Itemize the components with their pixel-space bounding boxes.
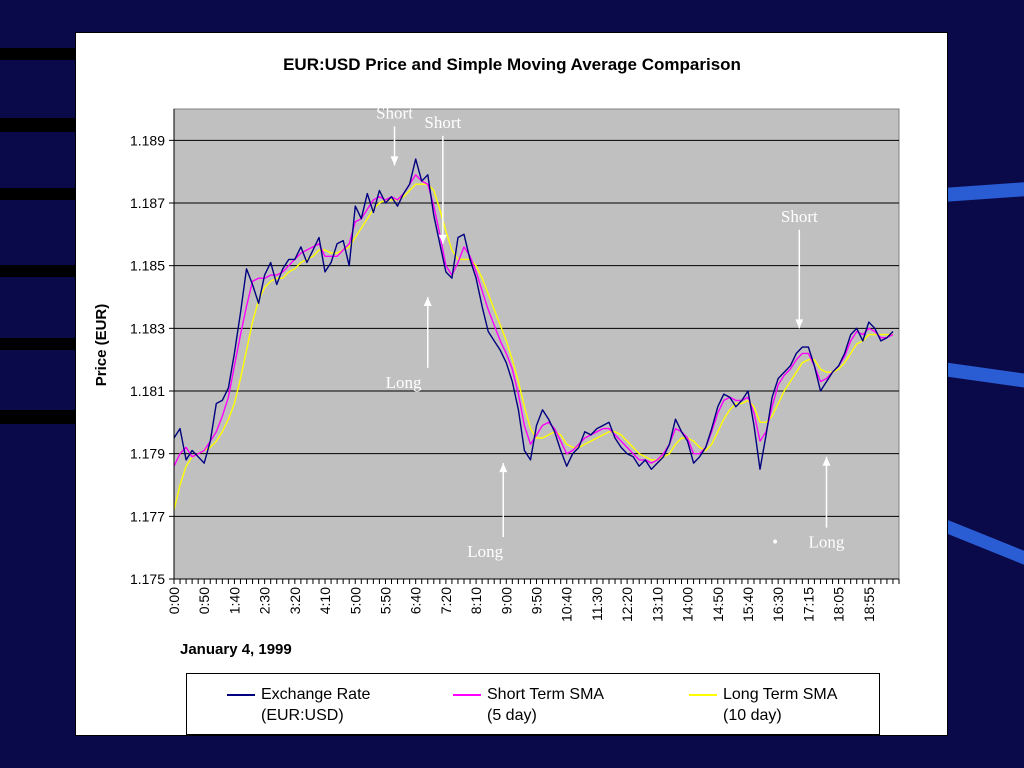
annotation-label: Short	[424, 113, 461, 132]
gridlines	[174, 139, 899, 517]
y-tick-label: 1.179	[130, 446, 165, 462]
y-tick-label: 1.175	[130, 571, 165, 587]
chart-title: EUR:USD Price and Simple Moving Average …	[283, 55, 741, 74]
annotation-arrowhead	[423, 297, 432, 306]
long-sma-line	[173, 183, 893, 511]
x-tick-label: 4:10	[317, 587, 333, 614]
x-tick-label: 8:10	[468, 587, 484, 614]
annotation-label: Long	[467, 542, 503, 561]
chart-legend: Exchange Rate (EUR:USD) Short Term SMA (…	[186, 673, 880, 735]
x-tick-label: 14:00	[680, 587, 696, 622]
y-tick-label: 1.189	[130, 132, 165, 148]
y-tick-label: 1.185	[130, 258, 165, 274]
annotation-arrowhead	[499, 463, 508, 473]
background-stripe	[0, 188, 75, 200]
axes: 1.189 1.187 1.185 1.183 1.181 1.179 1.177 1.175…	[130, 109, 900, 622]
legend-swatch-exchange-rate	[227, 694, 255, 696]
x-tick-label: 0:50	[196, 587, 212, 614]
background-stripe	[0, 265, 75, 277]
plot-area	[173, 108, 900, 580]
x-tick-label: 5:50	[377, 587, 393, 614]
legend-label-line1: Long Term SMA	[723, 686, 838, 703]
x-tick-label: 12:20	[619, 587, 635, 622]
legend-swatch-long-sma	[689, 694, 717, 696]
background-stripe	[0, 338, 75, 350]
x-tick-label: 16:30	[770, 587, 786, 622]
annotation-arrowhead	[438, 234, 447, 244]
legend-label-line2: (10 day)	[723, 707, 782, 724]
x-tick-label: 18:55	[861, 587, 877, 622]
annotation-label: •	[772, 533, 778, 552]
y-tick-label: 1.183	[130, 320, 165, 336]
x-tick-label: 13:10	[649, 587, 665, 622]
y-tick-label: 1.187	[130, 195, 165, 211]
exchange-rate-line	[173, 158, 894, 470]
background-stripe	[946, 182, 1024, 202]
annotation-label: Long	[386, 373, 422, 392]
background-stripe	[946, 519, 1024, 565]
y-axis-label: Price (EUR)	[93, 304, 110, 387]
annotation-layer: Short Short Long Long Short Long •	[376, 103, 845, 561]
annotation-arrowhead	[390, 156, 399, 166]
series-layer	[173, 158, 894, 511]
background-stripe	[946, 362, 1024, 388]
x-tick-label: 14:50	[710, 587, 726, 622]
x-tick-label: 0:00	[166, 587, 182, 614]
annotation-arrowhead	[795, 319, 804, 329]
legend-label-line2: (EUR:USD)	[261, 707, 344, 724]
annotation-label: Short	[376, 103, 413, 122]
legend-swatch-short-sma	[453, 694, 481, 696]
x-tick-label: 9:50	[529, 587, 545, 614]
x-tick-label: 6:40	[408, 587, 424, 614]
x-tick-label: 5:00	[347, 587, 363, 614]
background-stripe	[0, 48, 75, 60]
legend-label-line1: Short Term SMA	[487, 686, 605, 703]
x-tick-label: 2:30	[257, 587, 273, 614]
x-tick-label: 10:40	[559, 587, 575, 622]
x-axis-label: January 4, 1999	[180, 641, 292, 658]
legend-label-line2: (5 day)	[487, 707, 537, 724]
annotation-label: Short	[781, 207, 818, 226]
x-tick-label: 1:40	[226, 587, 242, 614]
chart-panel: 1.189 1.187 1.185 1.183 1.181 1.179 1.177 1.175…	[75, 32, 948, 736]
x-tick-label: 15:40	[740, 587, 756, 622]
price-sma-chart: 1.189 1.187 1.185 1.183 1.181 1.179 1.177 1.175…	[93, 55, 900, 658]
x-tick-label: 11:30	[589, 587, 605, 621]
x-tick-label: 9:00	[498, 587, 514, 614]
background-stripe	[0, 118, 75, 132]
x-tick-label: 18:05	[831, 587, 847, 622]
y-tick-label: 1.181	[130, 383, 165, 399]
x-tick-label: 7:20	[438, 587, 454, 614]
y-tick-label: 1.177	[130, 508, 165, 524]
annotation-label: Long	[809, 533, 845, 552]
annotation-arrowhead	[822, 456, 831, 466]
legend-label-line1: Exchange Rate	[261, 686, 371, 703]
x-tick-label: 3:20	[287, 587, 303, 614]
background-stripe	[0, 410, 75, 424]
x-tick-label: 17:15	[800, 587, 816, 622]
